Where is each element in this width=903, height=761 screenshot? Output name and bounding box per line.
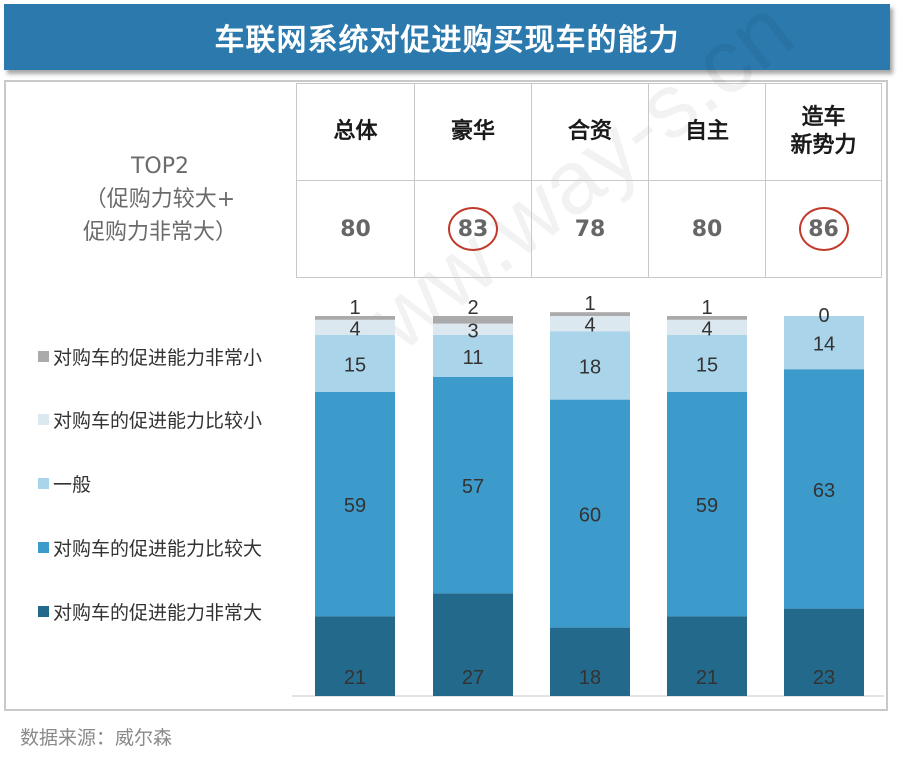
top2-label-line-3: 促购力非常大） — [82, 220, 237, 245]
data-label: 59 — [696, 495, 718, 517]
data-label: 27 — [462, 667, 484, 689]
bar-segment — [433, 335, 513, 377]
legend-label: 对购车的促进能力非常大 — [53, 602, 263, 624]
data-label: 2 — [467, 297, 478, 319]
legend-item-relatively-large: 对购车的促进能力比较大 — [38, 534, 262, 561]
data-label: 18 — [579, 356, 601, 378]
bar-segment — [667, 316, 747, 320]
legend-item-very-large: 对购车的促进能力非常大 — [38, 598, 262, 625]
data-label: 14 — [813, 334, 835, 356]
bar-segment — [550, 399, 630, 628]
data-label: 15 — [344, 355, 366, 377]
legend-item-average: 一般 — [38, 470, 91, 497]
legend-swatch — [38, 478, 49, 489]
bar-segment — [315, 616, 395, 696]
chart-title: 车联网系统对促进购买现车的能力 — [214, 23, 680, 58]
bar-segment — [667, 392, 747, 617]
bar-segment — [315, 335, 395, 392]
data-label: 1 — [701, 297, 712, 319]
top2-label-line-2: （促购力较大+ — [84, 187, 236, 212]
legend-swatch — [38, 606, 49, 617]
top2-cell-new-forces: 86 — [765, 180, 882, 278]
top2-label-line-1: TOP2 — [130, 154, 190, 179]
data-label: 21 — [344, 667, 366, 689]
bar-segment — [550, 627, 630, 696]
legend-label: 对购车的促进能力非常小 — [53, 347, 263, 369]
legend-label: 对购车的促进能力比较小 — [53, 410, 263, 432]
title-bar: 车联网系统对促进购买现车的能力 — [4, 4, 890, 70]
data-label: 4 — [701, 318, 712, 340]
data-label: 1 — [584, 293, 595, 315]
legend-swatch — [38, 414, 49, 425]
top2-cell-overall: 80 — [296, 180, 415, 278]
data-label: 4 — [584, 315, 595, 337]
data-label: 60 — [579, 505, 601, 527]
data-label: 21 — [696, 667, 718, 689]
top2-value: 80 — [340, 216, 371, 242]
top2-cell-domestic: 80 — [648, 180, 766, 278]
legend-label: 对购车的促进能力比较大 — [53, 538, 263, 560]
data-label: 0 — [818, 305, 829, 327]
header-cell-joint-venture: 合资 — [531, 83, 649, 181]
top2-value: 78 — [574, 216, 606, 242]
top2-label: TOP2 （促购力较大+ 促购力非常大） — [30, 150, 290, 249]
bar-segment — [550, 331, 630, 400]
bar-segment — [315, 392, 395, 617]
bar-segment — [667, 319, 747, 335]
bar-segment — [784, 369, 864, 609]
highlight-circle: 86 — [798, 207, 849, 251]
highlight-circle: 83 — [448, 207, 498, 251]
legend-item-relatively-small: 对购车的促进能力比较小 — [38, 406, 262, 433]
data-label: 57 — [462, 476, 484, 498]
bar-segment — [784, 316, 864, 370]
bar-segment — [433, 376, 513, 594]
bar-segment — [315, 319, 395, 335]
data-label: 18 — [579, 667, 601, 689]
header-cell-new-forces: 造车 新势力 — [765, 83, 882, 181]
data-label: 1 — [349, 297, 360, 319]
bar-segment — [550, 316, 630, 332]
chart-frame — [4, 80, 888, 711]
bar-segment — [550, 312, 630, 316]
data-label: 23 — [813, 667, 835, 689]
data-label: 3 — [467, 320, 478, 342]
bar-segment — [667, 335, 747, 392]
top2-value: 86 — [808, 216, 839, 242]
bar-segment — [433, 593, 513, 696]
bar-segment — [433, 323, 513, 335]
data-label: 15 — [696, 355, 718, 377]
bar-segment — [667, 616, 747, 696]
top2-value: 80 — [691, 216, 723, 242]
data-label: 59 — [344, 495, 366, 517]
legend-swatch — [38, 542, 49, 553]
legend-item-very-small: 对购车的促进能力非常小 — [38, 343, 262, 370]
source-note: 数据来源：威尔森 — [20, 727, 173, 749]
bar-segment — [433, 316, 513, 324]
data-label: 4 — [349, 318, 360, 340]
legend-label: 一般 — [53, 474, 92, 496]
bar-segment — [315, 316, 395, 320]
bar-segment — [784, 608, 864, 696]
data-label: 63 — [813, 480, 835, 502]
top2-value: 83 — [457, 216, 489, 242]
data-label: 11 — [463, 347, 484, 369]
legend-swatch — [38, 351, 49, 362]
